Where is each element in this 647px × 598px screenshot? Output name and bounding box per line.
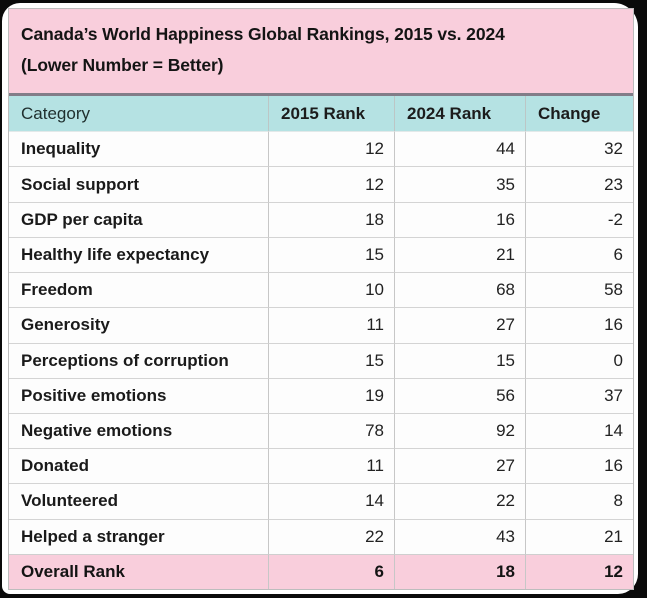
column-header-category: Category <box>9 96 268 132</box>
page-card: Canada’s World Happiness Global Rankings… <box>2 3 638 594</box>
row-category-cell: Negative emotions <box>9 412 268 449</box>
row-value-cell: 32 <box>525 131 633 167</box>
column-header-change: Change <box>525 96 633 132</box>
footer-value-cell: 6 <box>268 553 394 589</box>
row-value-cell: 15 <box>394 342 525 378</box>
column-header-2015-rank: 2015 Rank <box>268 96 394 132</box>
row-category-cell: Generosity <box>9 307 268 343</box>
row-value-cell: 37 <box>525 377 633 413</box>
row-category-cell: Volunteered <box>9 483 268 519</box>
row-value-cell: 11 <box>268 307 394 343</box>
row-category-cell: Perceptions of corruption <box>9 342 268 378</box>
table-title-line-2: (Lower Number = Better) <box>21 55 224 75</box>
row-value-cell: 44 <box>394 131 525 167</box>
row-value-cell: 12 <box>268 166 394 202</box>
row-value-cell: 10 <box>268 272 394 308</box>
row-value-cell: 18 <box>268 201 394 237</box>
row-value-cell: 56 <box>394 377 525 413</box>
row-value-cell: 15 <box>268 236 394 273</box>
happiness-rankings-table: Canada’s World Happiness Global Rankings… <box>8 8 634 590</box>
row-value-cell: 43 <box>394 518 525 554</box>
row-value-cell: 23 <box>525 166 633 202</box>
row-value-cell: 35 <box>394 166 525 202</box>
column-header-2024-rank: 2024 Rank <box>394 96 525 132</box>
row-value-cell: 12 <box>268 131 394 167</box>
row-value-cell: 14 <box>525 412 633 449</box>
row-category-cell: Inequality <box>9 131 268 167</box>
row-value-cell: 14 <box>268 483 394 519</box>
table-title-line-1: Canada’s World Happiness Global Rankings… <box>21 24 505 44</box>
row-category-cell: Freedom <box>9 272 268 308</box>
row-value-cell: 78 <box>268 412 394 449</box>
footer-value-cell: 12 <box>525 553 633 589</box>
table-grid: Category 2015 Rank 2024 Rank Change Ineq… <box>9 96 633 589</box>
row-value-cell: 92 <box>394 412 525 449</box>
row-category-cell: Healthy life expectancy <box>9 236 268 273</box>
row-value-cell: 22 <box>394 483 525 519</box>
row-value-cell: 16 <box>394 201 525 237</box>
row-value-cell: 16 <box>525 307 633 343</box>
row-category-cell: Donated <box>9 448 268 484</box>
row-value-cell: 21 <box>525 518 633 554</box>
row-value-cell: 22 <box>268 518 394 554</box>
row-category-cell: GDP per capita <box>9 201 268 237</box>
row-value-cell: 27 <box>394 448 525 484</box>
row-value-cell: 6 <box>525 236 633 273</box>
table-title-block: Canada’s World Happiness Global Rankings… <box>9 9 633 96</box>
footer-value-cell: 18 <box>394 553 525 589</box>
footer-category-cell: Overall Rank <box>9 553 268 589</box>
row-value-cell: 19 <box>268 377 394 413</box>
row-value-cell: 8 <box>525 483 633 519</box>
row-value-cell: -2 <box>525 201 633 237</box>
row-category-cell: Positive emotions <box>9 377 268 413</box>
row-value-cell: 27 <box>394 307 525 343</box>
row-category-cell: Helped a stranger <box>9 518 268 554</box>
row-value-cell: 58 <box>525 272 633 308</box>
row-value-cell: 11 <box>268 448 394 484</box>
row-value-cell: 0 <box>525 342 633 378</box>
row-value-cell: 15 <box>268 342 394 378</box>
row-category-cell: Social support <box>9 166 268 202</box>
row-value-cell: 16 <box>525 448 633 484</box>
row-value-cell: 21 <box>394 236 525 273</box>
row-value-cell: 68 <box>394 272 525 308</box>
